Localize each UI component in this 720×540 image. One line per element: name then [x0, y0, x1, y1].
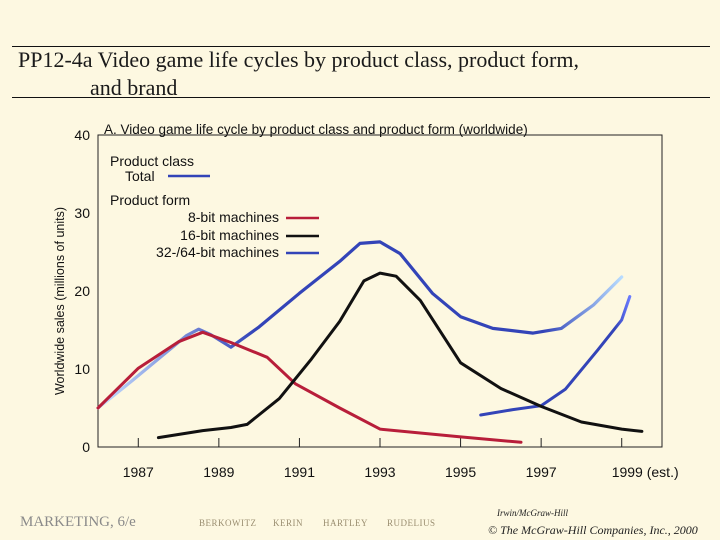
x-tick-label: 1987 [123, 464, 154, 480]
footer-publisher: Irwin/McGraw-Hill [497, 508, 568, 518]
legend-8bit-label: 8-bit machines [188, 209, 279, 225]
footer-course: MARKETING, 6/e [20, 514, 136, 530]
x-tick-label: 1993 [364, 464, 395, 480]
chart-title: A. Video game life cycle by product clas… [104, 122, 528, 137]
y-tick-label: 30 [74, 205, 90, 221]
footer-author: KERIN [273, 518, 303, 528]
series-line-16-bit-machines [156, 271, 644, 440]
slide-title-line1: PP12-4a Video game life cycles by produc… [18, 47, 579, 72]
y-tick-label: 0 [82, 439, 90, 455]
x-tick-label: 1989 [203, 464, 234, 480]
series-line-8-bit-machines [96, 330, 523, 444]
slide-title-line2: and brand [90, 75, 178, 100]
footer-author: RUDELIUS [387, 518, 436, 528]
footer-author: HARTLEY [323, 518, 368, 528]
legend-total-label: Total [125, 168, 155, 184]
y-tick-label: 40 [74, 127, 90, 143]
y-axis-title: Worldwide sales (millions of units) [53, 207, 67, 395]
title-bottom-rule [12, 97, 710, 98]
legend-32bit-label: 32-/64-bit machines [156, 244, 279, 260]
x-tick-label: 1997 [526, 464, 557, 480]
series-layer [96, 240, 644, 444]
title-top-rule [12, 46, 710, 47]
y-tick-label: 10 [74, 361, 90, 377]
series-line-32-64-bit-machines [479, 295, 632, 417]
series-line-total [96, 240, 624, 410]
legend-form-heading: Product form [110, 192, 190, 208]
x-axis: 1987 1989 1991 1993 1995 1997 1999 (est.) [123, 438, 679, 480]
slide-title: PP12-4a Video game life cycles by produc… [18, 46, 708, 102]
x-tick-label: 1995 [445, 464, 476, 480]
footer-author: BERKOWITZ [199, 518, 257, 528]
legend-16bit-label: 16-bit machines [180, 227, 279, 243]
legend-class-heading: Product class [110, 153, 194, 169]
y-tick-label: 20 [74, 283, 90, 299]
plot-area [97, 134, 663, 448]
x-tick-label: 1991 [284, 464, 315, 480]
y-axis: 0 10 20 30 40 [74, 127, 90, 455]
footer-copyright: © The McGraw-Hill Companies, Inc., 2000 [488, 523, 698, 537]
x-tick-label: 1999 (est.) [612, 464, 679, 480]
legend: Product class Total Product form 8-bit m… [110, 153, 319, 260]
